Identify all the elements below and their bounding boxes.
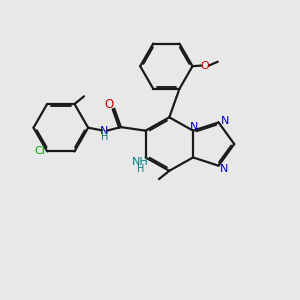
Text: N: N — [190, 122, 198, 132]
Text: H: H — [136, 164, 144, 174]
Text: N: N — [221, 116, 229, 126]
Text: N: N — [100, 126, 109, 136]
Text: NH: NH — [132, 157, 148, 167]
Text: H: H — [101, 132, 108, 142]
Text: O: O — [104, 98, 114, 111]
Text: N: N — [220, 164, 228, 174]
Text: O: O — [201, 61, 209, 70]
Text: Cl: Cl — [35, 146, 46, 156]
